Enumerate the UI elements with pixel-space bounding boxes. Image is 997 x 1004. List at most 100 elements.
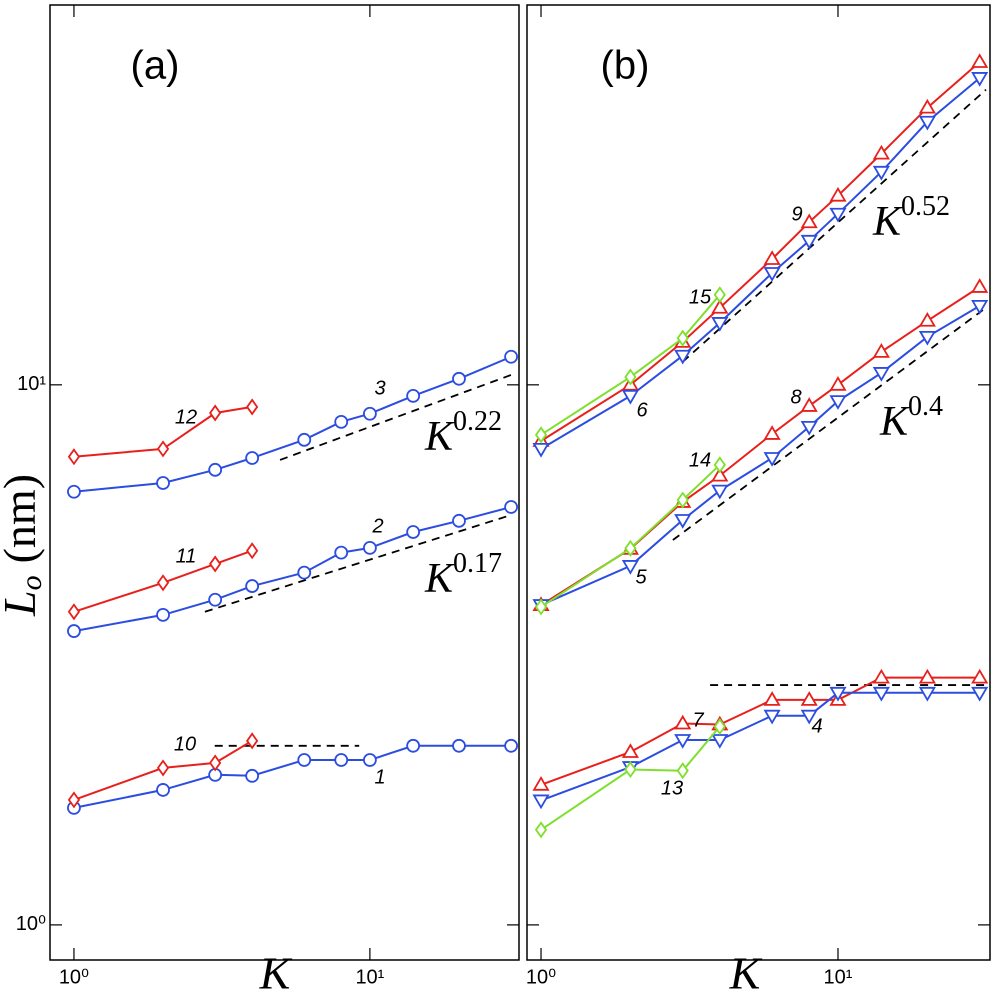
marker: [406, 525, 421, 539]
y-tick-label: 10¹: [17, 373, 46, 395]
series-label: 10: [174, 733, 196, 755]
marker: [829, 395, 847, 410]
marker: [713, 456, 726, 474]
series-label: 15: [689, 286, 712, 308]
series-label: 4: [811, 715, 822, 737]
guide-label: K0.17: [424, 548, 502, 601]
x-axis-label: K: [259, 948, 293, 999]
marker: [534, 598, 548, 616]
marker: [800, 420, 818, 436]
marker: [763, 452, 781, 467]
marker: [363, 753, 377, 767]
series-line: [540, 286, 981, 606]
series-line: [540, 61, 981, 442]
marker: [872, 343, 890, 358]
marker: [246, 398, 259, 416]
marker: [971, 668, 989, 684]
marker: [763, 250, 781, 265]
marker: [711, 466, 729, 482]
marker: [674, 734, 692, 749]
marker: [713, 286, 726, 304]
plot-frame: [526, 4, 991, 961]
y-tick-label: 10⁰: [16, 913, 46, 935]
panel-label: (b): [601, 44, 650, 88]
marker: [918, 98, 936, 114]
guide-label-base: K: [872, 199, 903, 245]
guide-label: K0.4: [879, 391, 943, 444]
guide-label-base: K: [879, 399, 910, 445]
x-tick-label: 10¹: [824, 966, 853, 988]
series-label: 8: [790, 386, 801, 408]
marker: [209, 404, 222, 422]
marker: [208, 592, 223, 607]
marker: [711, 484, 729, 500]
marker: [67, 791, 81, 809]
series-label: 7: [692, 709, 704, 731]
series-line: [73, 355, 512, 493]
series-label: 12: [175, 406, 197, 428]
plot-frame: [49, 4, 520, 961]
marker: [532, 794, 550, 810]
marker: [621, 389, 639, 405]
series-line: [73, 744, 512, 809]
guide-label-base: K: [424, 556, 455, 602]
marker: [829, 207, 847, 223]
guide-label-exponent: 0.22: [453, 406, 502, 437]
guide-label: K0.52: [872, 191, 950, 244]
marker: [918, 330, 936, 346]
marker: [872, 165, 890, 181]
marker: [334, 545, 349, 560]
marker: [971, 278, 989, 293]
y-label-unit: (nm): [0, 474, 45, 563]
marker: [872, 668, 890, 684]
marker: [245, 451, 260, 465]
marker: [711, 298, 729, 314]
series-line: [73, 549, 253, 613]
marker: [624, 760, 637, 779]
marker: [624, 539, 637, 557]
marker: [156, 440, 170, 458]
series-line: [540, 676, 980, 786]
series-label: 3: [374, 377, 385, 399]
marker: [711, 317, 729, 332]
marker: [800, 213, 818, 229]
marker: [504, 500, 519, 514]
marker: [532, 442, 550, 458]
series-line: [540, 294, 721, 436]
marker: [674, 714, 692, 730]
series-line: [73, 739, 253, 801]
marker: [246, 732, 259, 750]
marker: [800, 709, 818, 725]
marker: [676, 762, 689, 780]
series-line: [540, 691, 980, 802]
x-tick-label: 10⁰: [526, 966, 556, 988]
series-line: [540, 464, 721, 608]
marker: [452, 738, 466, 753]
x-tick-label: 10¹: [355, 966, 384, 988]
y-label-symbol: L: [0, 590, 45, 617]
marker: [156, 574, 170, 592]
marker: [297, 432, 312, 447]
series-line: [540, 77, 981, 450]
series-label: 9: [791, 203, 802, 225]
marker: [156, 783, 170, 797]
marker: [872, 686, 890, 702]
marker: [763, 425, 781, 440]
marker: [534, 821, 548, 839]
series-line: [540, 305, 981, 607]
marker: [674, 349, 692, 365]
marker: [763, 709, 781, 725]
marker: [67, 624, 81, 638]
series-label: 11: [176, 545, 197, 567]
marker: [67, 603, 81, 621]
marker: [918, 115, 936, 131]
guide-label-exponent: 0.4: [908, 391, 943, 422]
panel-label: (a): [131, 44, 180, 88]
marker: [621, 743, 639, 758]
marker: [452, 513, 466, 528]
marker: [918, 668, 936, 684]
marker: [829, 376, 847, 391]
marker: [971, 72, 989, 87]
